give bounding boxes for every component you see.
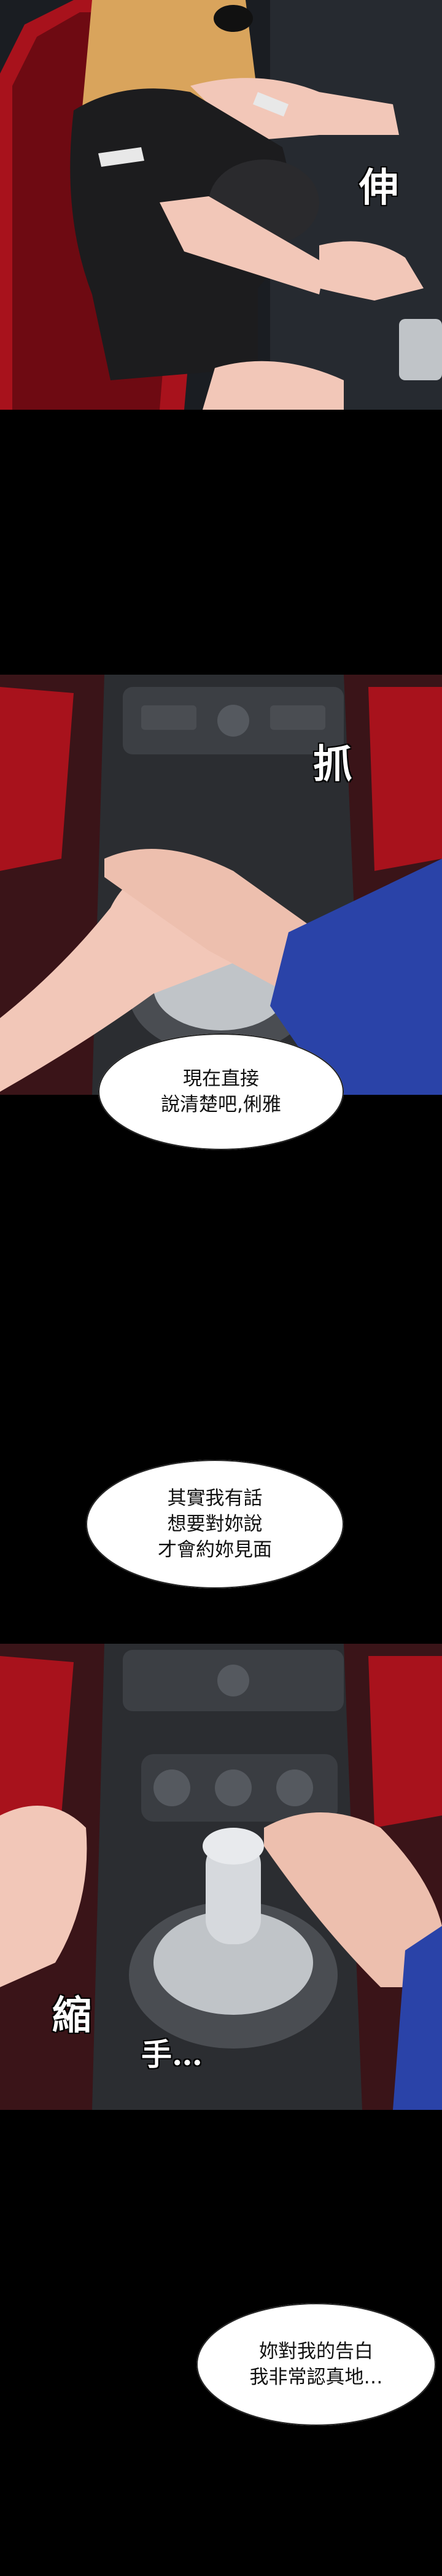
speech-bubble-3: 妳對我的告白 我非常認真地… xyxy=(196,2303,436,2426)
bubble-3-line-1: 妳對我的告白 xyxy=(259,2340,373,2363)
sfx-retract-2: 手… xyxy=(141,2036,203,2072)
woman-driving-illustration xyxy=(0,0,442,410)
sfx-stretch: 伸 xyxy=(359,165,398,211)
panel-hands-grab: 抓 xyxy=(0,675,442,1095)
speech-bubble-1: 現在直接 說清楚吧,俐雅 xyxy=(98,1033,344,1150)
bubble-2-line-1: 其實我有話 xyxy=(167,1487,263,1509)
panel-woman-car: 伸 xyxy=(0,0,442,410)
bubble-1-line-2: 說清楚吧,俐雅 xyxy=(161,1094,281,1116)
bubble-2-line-3: 才會約妳見面 xyxy=(158,1539,272,1561)
bubble-2-line-2: 想要對妳說 xyxy=(167,1513,263,1535)
panel-hands-retract: 縮 手… xyxy=(0,1644,442,2110)
bubble-1-line-1: 現在直接 xyxy=(183,1068,259,1090)
speech-bubble-2: 其實我有話 想要對妳說 才會約妳見面 xyxy=(86,1460,344,1589)
sfx-retract-1: 縮 xyxy=(52,1993,91,2039)
bubble-3-line-2: 我非常認真地… xyxy=(249,2366,383,2388)
sfx-grab: 抓 xyxy=(313,742,352,788)
hands-grab-illustration xyxy=(0,675,442,1095)
hands-retract-illustration xyxy=(0,1644,442,2110)
